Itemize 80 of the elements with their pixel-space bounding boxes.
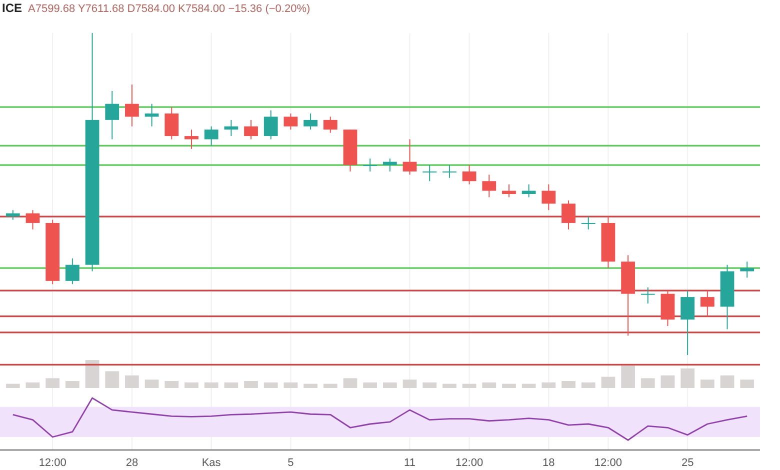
bar xyxy=(601,376,616,388)
candlestick xyxy=(184,129,198,150)
candlestick xyxy=(462,164,476,185)
x-tick-label: 25 xyxy=(681,457,694,470)
candlestick xyxy=(522,184,536,198)
bar xyxy=(462,384,476,388)
bar xyxy=(26,382,40,388)
bar xyxy=(264,382,278,388)
bar xyxy=(184,382,198,388)
candlestick xyxy=(65,258,80,285)
candlestick xyxy=(640,286,655,304)
bar xyxy=(621,366,635,388)
bar xyxy=(224,382,238,388)
candlestick xyxy=(323,116,338,134)
x-tick-label: 12:00 xyxy=(456,457,484,470)
bar xyxy=(660,375,675,388)
chart-title: ICE xyxy=(2,1,22,15)
candlestick xyxy=(264,110,278,140)
candlestick xyxy=(244,119,258,140)
candlestick xyxy=(442,164,456,178)
bar xyxy=(720,375,734,388)
bar xyxy=(562,381,576,388)
bar xyxy=(46,378,60,388)
bar xyxy=(502,384,516,388)
bar xyxy=(125,375,139,388)
candlestick xyxy=(542,184,556,211)
bar xyxy=(323,384,338,388)
candlestick xyxy=(284,113,298,130)
x-tick-label: 18 xyxy=(542,457,555,470)
x-tick-label: 12:00 xyxy=(38,457,66,470)
candlestick xyxy=(402,138,417,176)
candlestick xyxy=(502,184,516,198)
x-tick-label: 12:00 xyxy=(594,457,622,470)
candlestick xyxy=(700,290,714,317)
candlestick xyxy=(144,103,159,127)
bar xyxy=(304,384,318,388)
candlestick xyxy=(680,290,695,356)
bar xyxy=(740,380,754,388)
candlestick xyxy=(105,90,120,140)
candlestick xyxy=(125,84,139,127)
bar xyxy=(6,384,20,388)
bar xyxy=(382,382,397,388)
candlestick xyxy=(422,164,437,182)
candlestick xyxy=(363,158,378,172)
x-tick-label: 11 xyxy=(404,457,416,470)
bar xyxy=(144,380,159,388)
bar xyxy=(442,384,456,388)
chart-subtitle: A7599.68 Y7611.68 D7584.00 K7584.00 −15.36 (−0.20%) xyxy=(28,3,310,15)
bar xyxy=(422,382,437,388)
candlestick xyxy=(204,126,218,146)
x-tick-label: Kas xyxy=(202,457,222,470)
bar xyxy=(343,378,358,388)
candlestick xyxy=(562,200,576,230)
candlestick xyxy=(304,113,318,130)
bar xyxy=(204,382,218,388)
bar xyxy=(522,384,536,388)
candlestick xyxy=(382,158,397,172)
bar xyxy=(542,382,556,388)
x-tick-label: 28 xyxy=(126,457,138,470)
candlestick xyxy=(740,261,754,278)
bar xyxy=(244,381,258,388)
bar xyxy=(164,381,179,388)
bar xyxy=(640,378,655,388)
candlestick xyxy=(26,210,40,230)
x-tick-label: 5 xyxy=(288,457,294,470)
bar xyxy=(363,382,378,388)
bar xyxy=(402,380,417,388)
bar xyxy=(65,381,80,388)
candlestick xyxy=(482,174,496,198)
bar xyxy=(85,360,100,388)
bar xyxy=(581,382,596,388)
bar xyxy=(680,368,695,388)
bar xyxy=(482,382,496,388)
candlestick xyxy=(581,216,596,230)
candlestick xyxy=(224,119,238,137)
bar xyxy=(105,371,120,388)
bar xyxy=(284,382,298,388)
bar xyxy=(700,380,714,388)
candlestick xyxy=(6,210,20,220)
candlestick xyxy=(164,106,179,140)
